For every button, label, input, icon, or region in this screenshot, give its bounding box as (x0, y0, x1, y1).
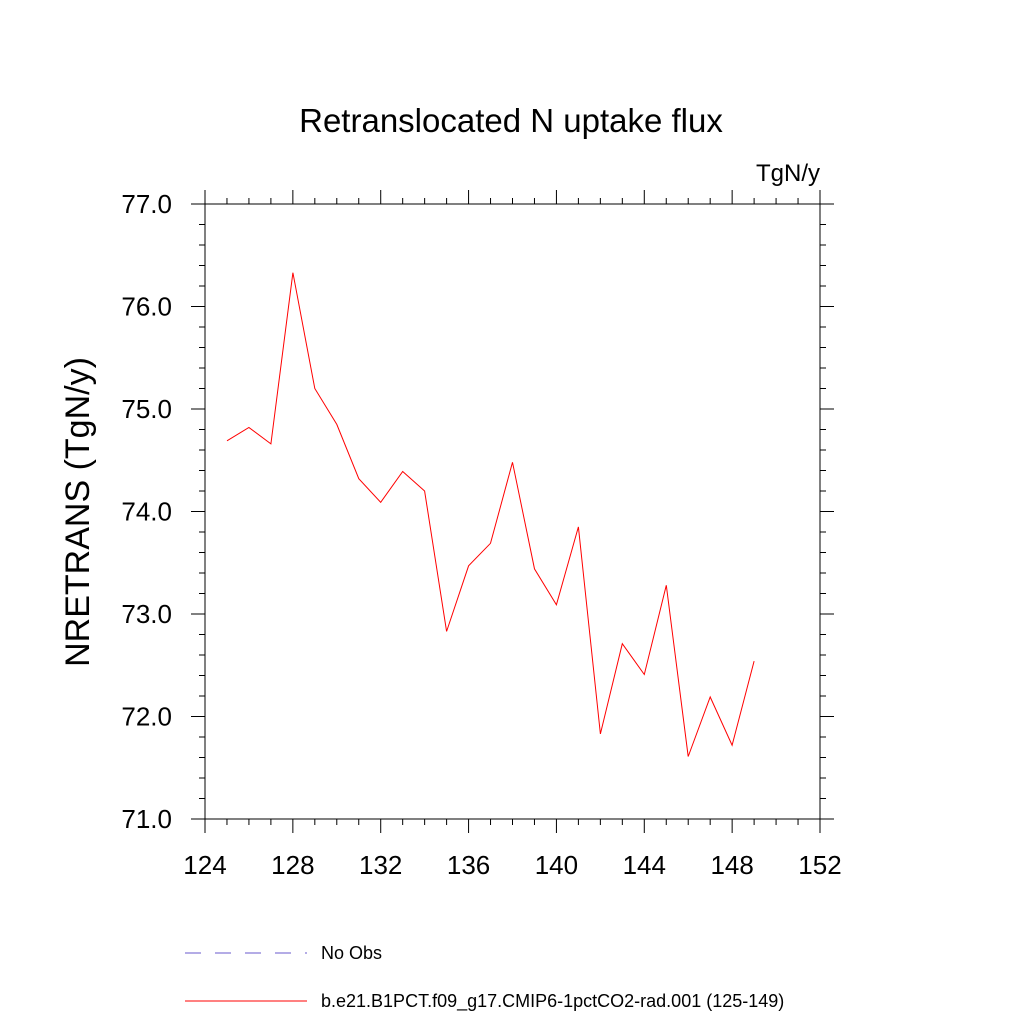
y-tick-label: 77.0 (121, 189, 172, 219)
legend-label-model: b.e21.B1PCT.f09_g17.CMIP6-1pctCO2-rad.00… (321, 991, 784, 1012)
y-tick-label: 71.0 (121, 804, 172, 834)
axis-ticks (191, 190, 834, 833)
y-tick-label: 76.0 (121, 292, 172, 322)
x-tick-label: 144 (623, 850, 666, 880)
series-layer (226, 272, 755, 757)
x-tick-label: 140 (535, 850, 578, 880)
x-tick-label: 128 (271, 850, 314, 880)
units-label: TgN/y (756, 160, 820, 187)
x-tick-label: 132 (359, 850, 402, 880)
chart-title: Retranslocated N uptake flux (299, 102, 723, 139)
x-tick-label: 124 (183, 850, 226, 880)
axis-tick-labels: 124 128 132 136 140 144 148 152 71.0 72.0 73.0 74.0… (121, 189, 841, 880)
y-tick-label: 74.0 (121, 497, 172, 527)
y-tick-label: 73.0 (121, 599, 172, 629)
series-line (226, 272, 755, 757)
x-tick-label: 136 (447, 850, 490, 880)
y-axis-label: NRETRANS (TgN/y) (59, 357, 97, 667)
x-tick-label: 152 (798, 850, 841, 880)
y-tick-label: 75.0 (121, 394, 172, 424)
legend-label-no-obs: No Obs (321, 943, 382, 963)
legend: No Obs b.e21.B1PCT.f09_g17.CMIP6-1pctCO2… (185, 943, 784, 1012)
x-tick-label: 148 (710, 850, 753, 880)
y-tick-label: 72.0 (121, 702, 172, 732)
